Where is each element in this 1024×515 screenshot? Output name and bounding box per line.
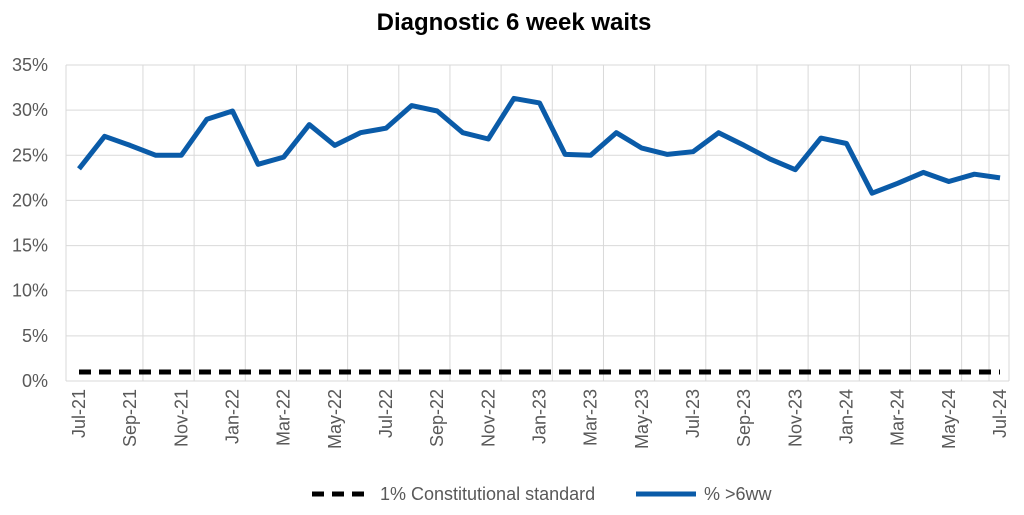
y-tick-label: 30% — [12, 100, 48, 120]
x-tick-label: Sep-22 — [427, 389, 447, 447]
x-tick-label: Sep-21 — [120, 389, 140, 447]
x-tick-label: Nov-21 — [171, 389, 191, 447]
legend-item-waits: % >6ww — [636, 484, 773, 504]
gridlines — [65, 64, 1010, 382]
x-tick-label: Jul-23 — [683, 389, 703, 438]
x-tick-label: Jan-24 — [837, 389, 857, 444]
legend-item-standard: 1% Constitutional standard — [312, 484, 595, 504]
legend-label: % >6ww — [704, 484, 773, 504]
x-tick-label: Mar-23 — [581, 389, 601, 446]
chart-title: Diagnostic 6 week waits — [377, 9, 652, 36]
legend-label: 1% Constitutional standard — [380, 484, 595, 504]
waits-series-line — [77, 95, 1001, 196]
y-tick-label: 15% — [12, 236, 48, 256]
x-tick-label: May-22 — [325, 389, 345, 449]
y-axis-ticks: 0% 5% 10% 15% 20% 25% 30% 35% — [12, 55, 48, 391]
x-tick-label: Jul-21 — [69, 389, 89, 438]
x-tick-label: Jul-22 — [376, 389, 396, 438]
y-tick-label: 20% — [12, 190, 48, 210]
x-tick-label: Sep-23 — [734, 389, 754, 447]
y-tick-label: 25% — [12, 145, 48, 165]
x-tick-label: Jan-23 — [530, 389, 550, 444]
x-tick-label: Nov-23 — [785, 389, 805, 447]
y-tick-label: 0% — [22, 371, 48, 391]
x-tick-label: Mar-22 — [274, 389, 294, 446]
y-tick-label: 35% — [12, 55, 48, 75]
x-tick-label: Jan-22 — [223, 389, 243, 444]
series-lines — [77, 95, 1001, 375]
x-tick-label: May-23 — [632, 389, 652, 449]
x-tick-label: Mar-24 — [888, 389, 908, 446]
x-tick-label: Jul-24 — [990, 389, 1010, 438]
legend: 1% Constitutional standard % >6ww — [312, 484, 773, 504]
x-tick-label: May-24 — [939, 389, 959, 449]
x-tick-label: Nov-22 — [478, 389, 498, 447]
x-axis-ticks: Jul-21 Sep-21 Nov-21 Jan-22 Mar-22 May-22 Jul-… — [69, 389, 1010, 449]
y-tick-label: 10% — [12, 281, 48, 301]
y-tick-label: 5% — [22, 326, 48, 346]
